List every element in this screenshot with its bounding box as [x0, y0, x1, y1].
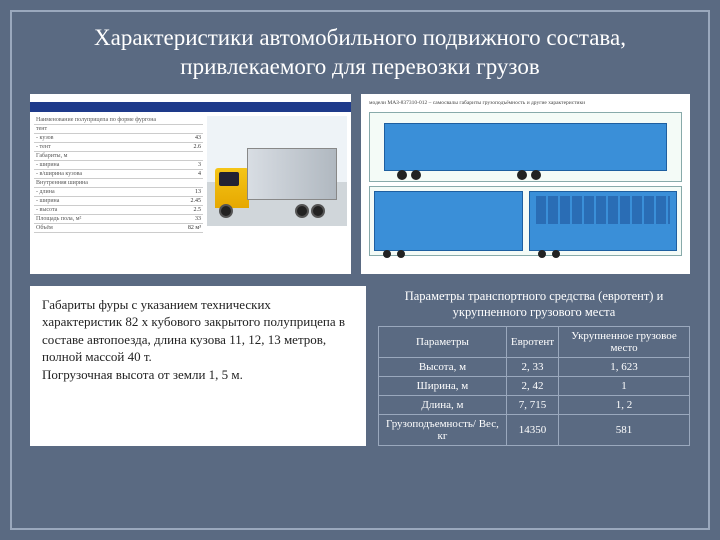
params-caption: Параметры транспортного средства (евроте… — [378, 286, 690, 327]
truck-trailer — [247, 148, 337, 200]
trailer-rear-empty — [374, 191, 523, 251]
spec-row: Наименование полуприцепа по форме фургон… — [34, 116, 203, 125]
params-cell: 1, 623 — [559, 358, 690, 377]
trailer-side-diagram — [369, 112, 682, 182]
params-cell: 581 — [559, 415, 690, 446]
description-box: Габариты фуры с указанием технических ха… — [30, 286, 366, 447]
spec-row: Площадь пола, м²33 — [34, 215, 203, 224]
spec-row: Габариты, м — [34, 152, 203, 161]
params-block: Параметры транспортного средства (евроте… — [378, 286, 690, 447]
spec-table: Наименование полуприцепа по форме фургон… — [34, 116, 203, 233]
params-cell: Ширина, м — [379, 377, 507, 396]
right-panel-header: модели МАЗ-837310-012 – самосвалы габари… — [365, 98, 686, 108]
params-cell: 14350 — [506, 415, 558, 446]
params-row: Грузоподъемность/ Вес, кг14350581 — [379, 415, 690, 446]
truck-cab — [215, 168, 249, 208]
params-col-header: Евротент — [506, 327, 558, 358]
params-col-header: Параметры — [379, 327, 507, 358]
wheel-icon — [219, 204, 233, 218]
params-cell: Длина, м — [379, 396, 507, 415]
left-panel: Наименование полуприцепа по форме фургон… — [30, 94, 351, 274]
spec-row: - кузов43 — [34, 134, 203, 143]
params-row: Длина, м7, 7151, 2 — [379, 396, 690, 415]
trailer-rear-loaded — [529, 191, 678, 251]
spec-row: - в/ширина кузова4 — [34, 170, 203, 179]
params-cell: 1 — [559, 377, 690, 396]
params-table: ПараметрыЕвротентУкрупненное грузовое ме… — [378, 326, 690, 446]
params-cell: 1, 2 — [559, 396, 690, 415]
truck-illustration — [207, 116, 347, 226]
trailer-side-view — [384, 123, 667, 171]
trailer-rear-diagrams — [369, 186, 682, 256]
params-cell: Грузоподъемность/ Вес, кг — [379, 415, 507, 446]
image-panels: Наименование полуприцепа по форме фургон… — [12, 90, 708, 276]
spec-row: Внутренняя ширина — [34, 179, 203, 188]
spec-row: - длина13 — [34, 188, 203, 197]
wheel-icon — [295, 204, 309, 218]
wheel-icon — [311, 204, 325, 218]
right-panel: модели МАЗ-837310-012 – самосвалы габари… — [361, 94, 690, 274]
spec-row: тент — [34, 125, 203, 134]
bottom-row: Габариты фуры с указанием технических ха… — [12, 276, 708, 447]
params-cell: Высота, м — [379, 358, 507, 377]
params-cell: 7, 715 — [506, 396, 558, 415]
left-panel-bar — [30, 102, 351, 112]
spec-row: Объём82 м³ — [34, 224, 203, 233]
spec-row: - ширина3 — [34, 161, 203, 170]
slide-title: Характеристики автомобильного подвижного… — [12, 12, 708, 90]
params-row: Ширина, м2, 421 — [379, 377, 690, 396]
spec-row: - тент2.6 — [34, 143, 203, 152]
params-row: Высота, м2, 331, 623 — [379, 358, 690, 377]
spec-row: - высота2.5 — [34, 206, 203, 215]
params-cell: 2, 42 — [506, 377, 558, 396]
spec-row: - ширина2.45 — [34, 197, 203, 206]
slide-frame: Характеристики автомобильного подвижного… — [10, 10, 710, 530]
params-cell: 2, 33 — [506, 358, 558, 377]
params-col-header: Укрупненное грузовое место — [559, 327, 690, 358]
